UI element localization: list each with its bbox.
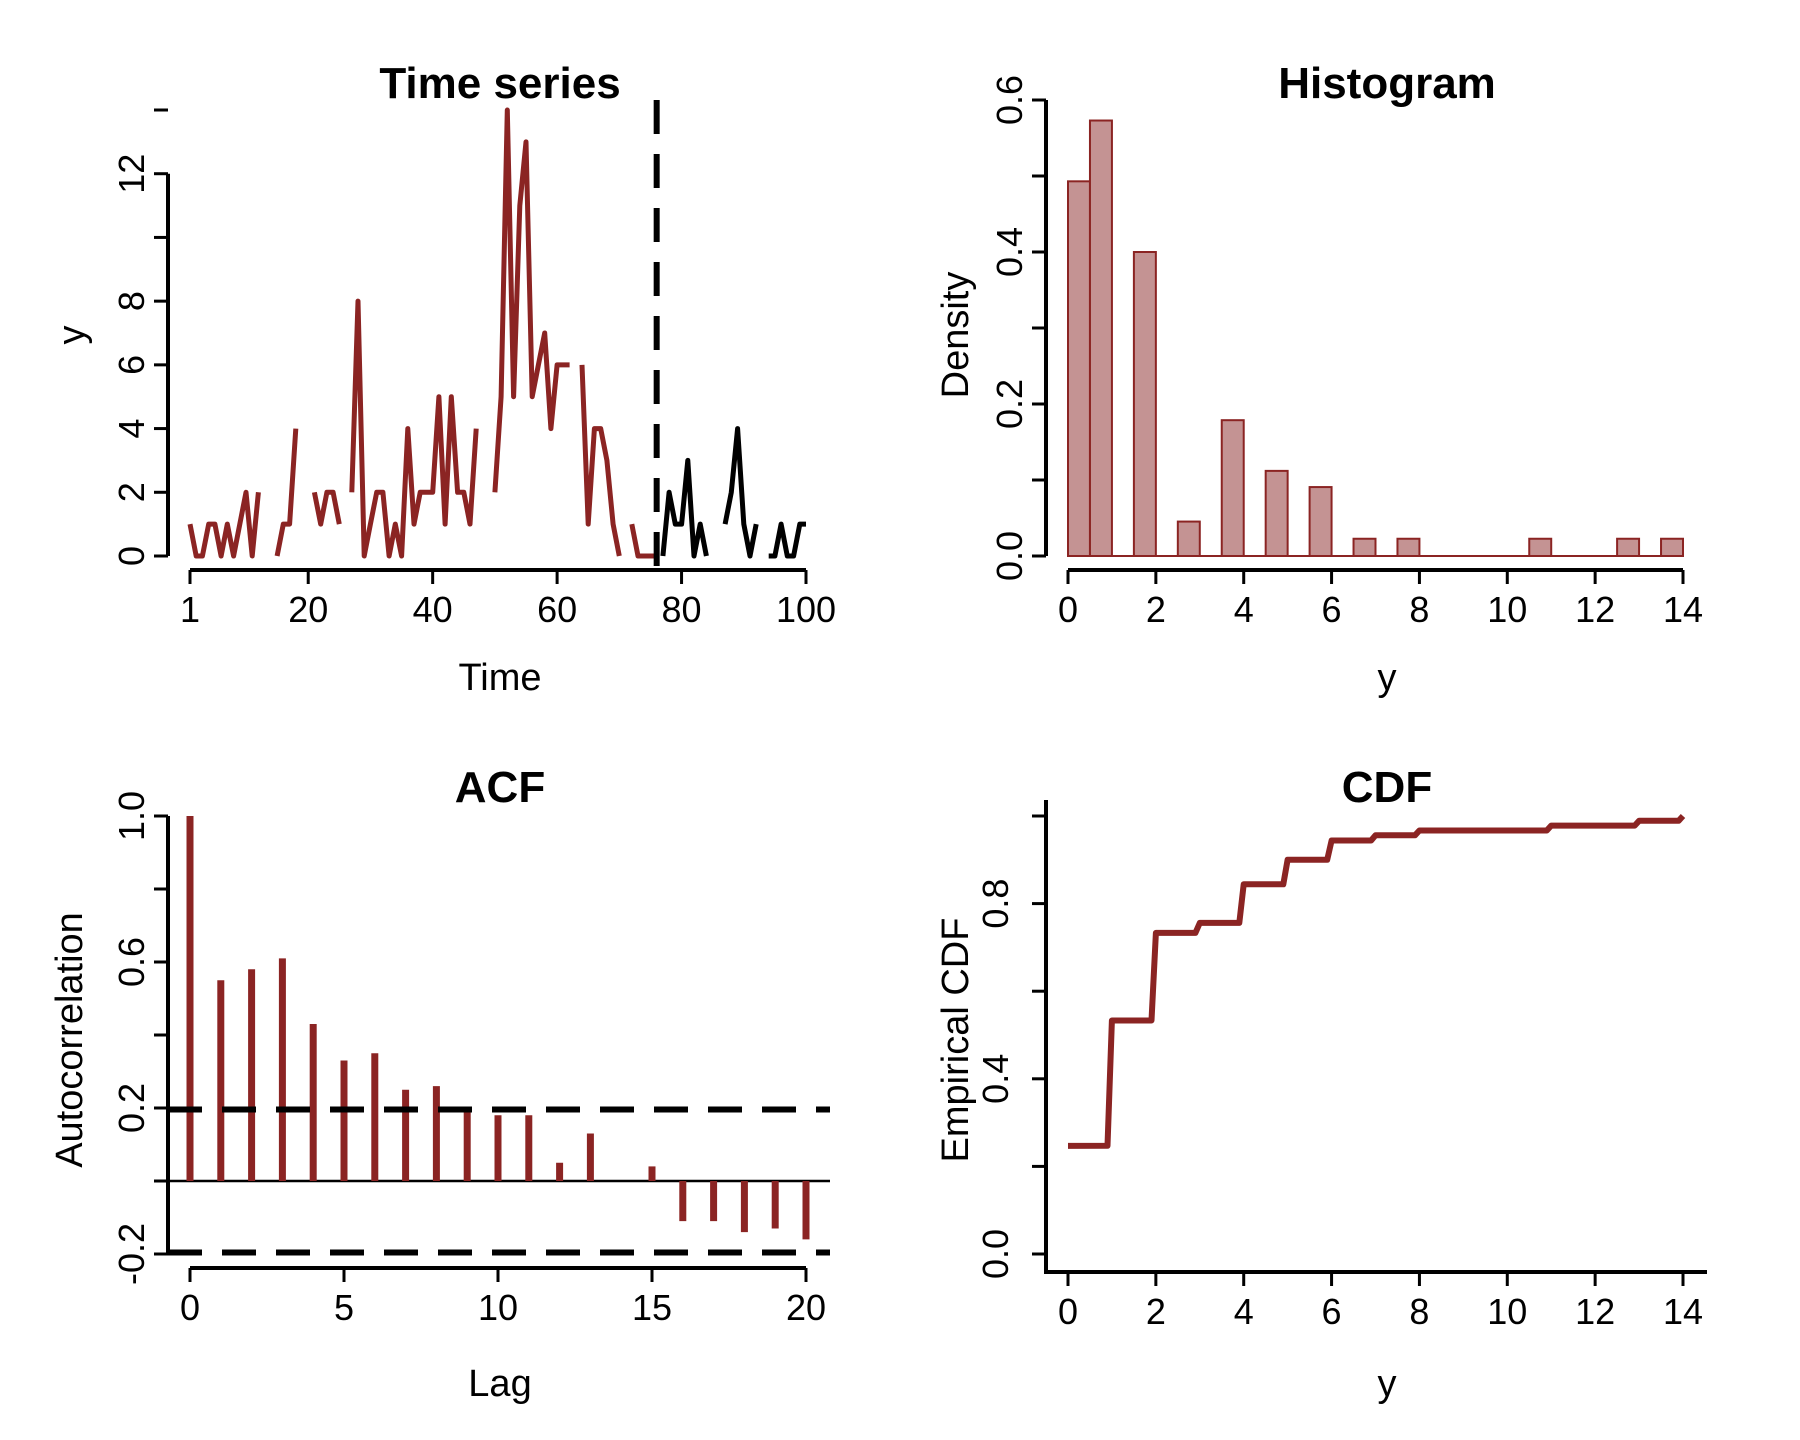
histogram-bar	[1616, 537, 1641, 557]
time-series-y-tick-label: 0	[111, 546, 152, 566]
histogram-bar	[1396, 537, 1421, 557]
time-series-title: Time series	[379, 59, 620, 108]
time-series-x-tick-label: 1	[180, 589, 200, 630]
histogram-x-tick-label: 8	[1409, 589, 1429, 630]
acf-y-tick-label: -0.2	[111, 1223, 152, 1285]
acf-panel: ACF Lag Autocorrelation 0 5 10 15 20 -0.2 0.2 0…	[49, 763, 830, 1405]
time-series-x-tick-label: 20	[288, 589, 328, 630]
time-series-ylabel: y	[51, 326, 93, 345]
time-series-y-tick-label: 2	[111, 482, 152, 502]
histogram-bars	[1067, 119, 1685, 558]
histogram-x-tick-label: 0	[1058, 589, 1078, 630]
time-series-panel: Time series Time y 1 20 40 60 80 100 0 2 4 6 8 12	[51, 59, 836, 699]
histogram-bar	[1352, 537, 1377, 557]
cdf-step-line	[1067, 813, 1686, 1149]
acf-bars	[168, 816, 830, 1256]
histogram-panel: Histogram y Density 0 2 4 6 8 10 12 14 0.0 0.2 0.4…	[935, 59, 1703, 699]
cdf-x-tick-label: 10	[1487, 1291, 1527, 1332]
cdf-x-tick-label: 4	[1234, 1291, 1254, 1332]
histogram-ylabel: Density	[935, 272, 977, 399]
histogram-x-tick-label: 6	[1322, 589, 1342, 630]
histogram-bar	[1660, 537, 1685, 557]
histogram-x-tick-label: 12	[1575, 589, 1615, 630]
histogram-x-tick-label: 2	[1146, 589, 1166, 630]
time-series-y-tick-label: 12	[111, 154, 152, 194]
cdf-x-tick-label: 2	[1146, 1291, 1166, 1332]
acf-ylabel: Autocorrelation	[49, 912, 91, 1168]
time-series-x-tick-label: 100	[776, 589, 836, 630]
histogram-bar	[1176, 520, 1201, 558]
cdf-ylabel: Empirical CDF	[935, 918, 977, 1163]
cdf-y-tick-label: 0.0	[975, 1229, 1016, 1279]
cdf-x-tick-label: 8	[1409, 1291, 1429, 1332]
cdf-axes: 0 2 4 6 8 10 12 14 0.0 0.4 0.8	[975, 800, 1707, 1332]
cdf-x-tick-label: 0	[1058, 1291, 1078, 1332]
cdf-y-tick-label: 0.8	[975, 879, 1016, 929]
histogram-y-tick-label: 0.2	[989, 379, 1030, 429]
cdf-x-tick-label: 12	[1575, 1291, 1615, 1332]
histogram-x-tick-label: 10	[1487, 589, 1527, 630]
acf-title: ACF	[455, 763, 545, 812]
cdf-title: CDF	[1342, 763, 1432, 812]
time-series-y-tick-label: 4	[111, 419, 152, 439]
histogram-xlabel: y	[1378, 657, 1397, 699]
histogram-x-tick-label: 4	[1234, 589, 1254, 630]
cdf-xlabel: y	[1378, 1363, 1397, 1405]
histogram-title: Histogram	[1278, 59, 1496, 108]
acf-x-tick-label: 20	[786, 1287, 826, 1328]
histogram-y-tick-label: 0.6	[989, 75, 1030, 125]
acf-y-tick-label: 1.0	[111, 791, 152, 841]
acf-y-tick-label: 0.2	[111, 1083, 152, 1133]
histogram-bar	[1067, 180, 1091, 557]
cdf-y-tick-label: 0.4	[975, 1054, 1016, 1104]
time-series-y-tick-label: 6	[111, 355, 152, 375]
acf-x-tick-label: 10	[478, 1287, 518, 1328]
forecast-series-line	[660, 426, 806, 559]
cdf-line	[1067, 813, 1686, 1149]
acf-y-tick-label: 0.6	[111, 937, 152, 987]
acf-x-tick-label: 0	[180, 1287, 200, 1328]
cdf-x-tick-label: 14	[1663, 1291, 1703, 1332]
histogram-bar	[1088, 119, 1113, 558]
cdf-x-tick-label: 6	[1322, 1291, 1342, 1332]
histogram-bar	[1528, 537, 1553, 557]
acf-x-tick-label: 5	[334, 1287, 354, 1328]
acf-xlabel: Lag	[468, 1363, 531, 1405]
time-series-x-tick-label: 60	[537, 589, 577, 630]
time-series-lines	[187, 100, 806, 570]
acf-x-tick-label: 15	[632, 1287, 672, 1328]
cdf-panel: CDF y Empirical CDF 0 2 4 6 8 10 12 14 0.0 0.4 0.8	[935, 763, 1707, 1405]
time-series-x-tick-label: 40	[413, 589, 453, 630]
time-series-axes: 1 20 40 60 80 100 0 2 4 6 8 12	[111, 108, 836, 630]
time-series-x-tick-label: 80	[662, 589, 702, 630]
time-series-xlabel: Time	[458, 657, 541, 699]
histogram-y-tick-label: 0.4	[989, 227, 1030, 277]
histogram-y-tick-label: 0.0	[989, 531, 1030, 581]
histogram-bar	[1308, 486, 1333, 557]
histogram-axes: 0 2 4 6 8 10 12 14 0.0 0.2 0.4 0.6	[989, 75, 1703, 630]
histogram-x-tick-label: 14	[1663, 589, 1703, 630]
observed-series-line	[187, 107, 657, 559]
time-series-y-tick-label: 8	[111, 291, 152, 311]
histogram-bar	[1132, 251, 1157, 557]
histogram-bar	[1264, 469, 1289, 558]
histogram-bar	[1220, 419, 1245, 557]
